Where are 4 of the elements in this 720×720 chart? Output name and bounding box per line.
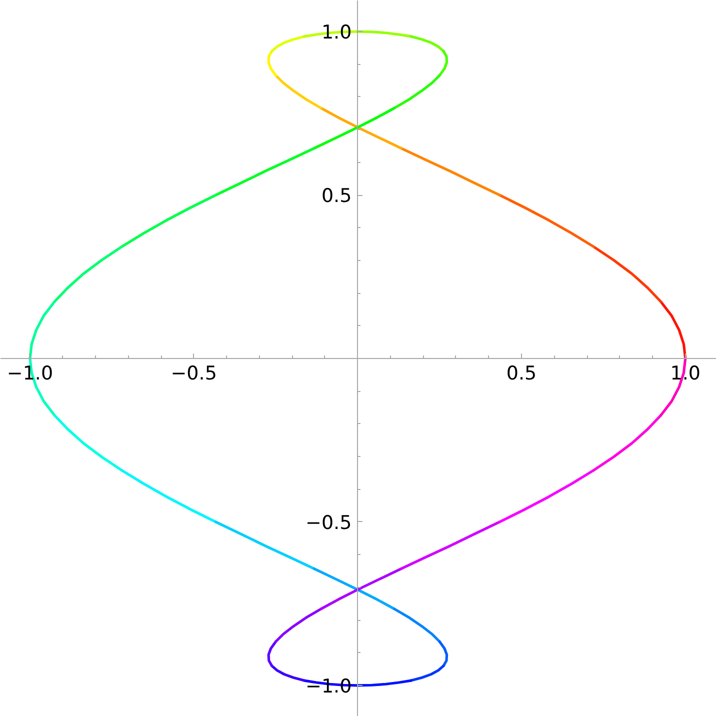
y-tick-label: 0.5 xyxy=(321,185,352,208)
x-tick-label: −0.5 xyxy=(170,362,217,384)
y-tick-label: −0.5 xyxy=(306,512,352,534)
x-tick-label: 0.5 xyxy=(506,362,537,384)
